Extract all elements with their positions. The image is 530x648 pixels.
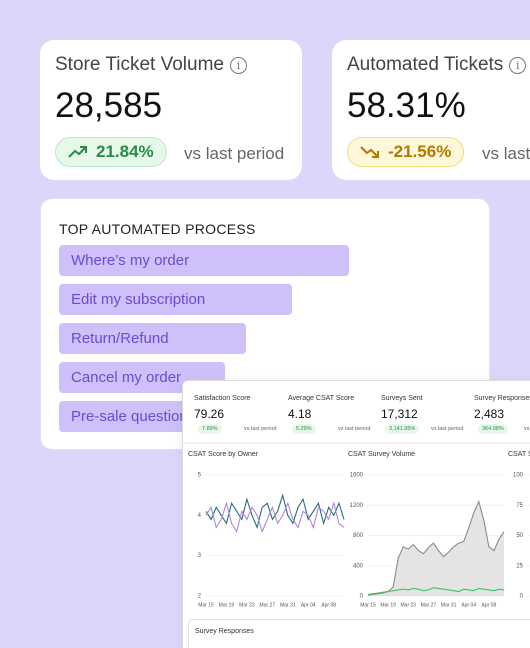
metric-value: 2,483 bbox=[474, 407, 505, 421]
x-tick-label: Apr 08 bbox=[321, 602, 336, 608]
card-title-row: Store Ticket Volume i bbox=[55, 54, 247, 76]
comparison: vs last period bbox=[184, 144, 285, 163]
x-tick-label: Apr 04 bbox=[461, 602, 476, 608]
metric-change: 7.89% bbox=[198, 424, 222, 434]
metric-change: 5.29% bbox=[292, 424, 316, 434]
x-tick-label: Mar 27 bbox=[260, 602, 276, 608]
metric-change: 3,141.95% bbox=[385, 424, 420, 434]
metric-change: 364.98% bbox=[478, 424, 508, 434]
y-tick-label: 400 bbox=[353, 563, 364, 569]
x-tick-label: Apr 08 bbox=[482, 602, 497, 608]
trend-down-icon bbox=[360, 146, 379, 158]
metric-value: 79.26 bbox=[194, 407, 225, 421]
y-tick-label: 3 bbox=[198, 553, 202, 559]
card-title: Store Ticket Volume bbox=[55, 54, 224, 75]
y-tick-label: 75 bbox=[516, 503, 523, 509]
x-tick-label: Mar 27 bbox=[421, 602, 437, 608]
card-value: 28,585 bbox=[55, 86, 163, 125]
area bbox=[368, 501, 504, 596]
chart-title: CSAT Score bbox=[508, 451, 530, 458]
metric-label: Average CSAT Score bbox=[288, 395, 355, 402]
change-value: 21.84% bbox=[96, 142, 154, 161]
card-title: Automated Tickets bbox=[347, 54, 504, 75]
metric-label: Surveys Sent bbox=[381, 395, 423, 402]
metric-value: 4.18 bbox=[288, 407, 312, 421]
info-icon[interactable]: i bbox=[229, 56, 247, 74]
y-tick-label: 2 bbox=[198, 594, 202, 600]
metric-card: Store Ticket Volume i 28,585 21.84% vs la… bbox=[40, 40, 302, 180]
x-tick-label: Mar 31 bbox=[280, 602, 296, 608]
y-tick-label: 25 bbox=[516, 563, 523, 569]
y-tick-label: 50 bbox=[516, 533, 523, 539]
y-tick-label: 100 bbox=[513, 473, 524, 479]
comparison: vs last period bbox=[482, 144, 530, 163]
y-tick-label: 0 bbox=[360, 594, 364, 600]
metric-label: Survey Responses bbox=[474, 395, 530, 402]
series-line bbox=[367, 587, 505, 596]
process-item[interactable]: Where’s my order bbox=[59, 245, 349, 276]
x-tick-label: Mar 15 bbox=[360, 602, 376, 608]
change-badge: -21.56% bbox=[347, 137, 465, 167]
section-title: Survey Responses bbox=[195, 628, 254, 635]
metric-label: Satisfaction Score bbox=[194, 395, 251, 402]
chart-title: CSAT Score by Owner bbox=[188, 451, 259, 458]
x-tick-label: Mar 23 bbox=[239, 602, 255, 608]
change-value: -21.56% bbox=[388, 142, 452, 161]
process-title: TOP AUTOMATED PROCESS bbox=[59, 221, 256, 237]
charts: CSAT Score by Owner 2 3 4 5 Mar 15 Mar 19 Mar 2… bbox=[183, 442, 530, 608]
y-tick-label: 800 bbox=[353, 533, 364, 539]
process-item[interactable]: Edit my subscription bbox=[59, 284, 292, 315]
dashboard: Satisfaction Score 79.26 7.89% vs last peri… bbox=[182, 380, 530, 648]
trend-up-icon bbox=[68, 146, 87, 158]
x-tick-label: Mar 15 bbox=[198, 602, 214, 608]
y-tick-label: 0 bbox=[520, 594, 524, 600]
metric-comparison: vs last period bbox=[244, 426, 277, 432]
metric-card: Automated Tickets i 58.31% -21.56% vs las… bbox=[332, 40, 530, 180]
x-tick-label: Mar 23 bbox=[401, 602, 417, 608]
bottom-section: Survey Responses bbox=[188, 619, 530, 648]
x-tick-label: Mar 19 bbox=[219, 602, 235, 608]
series-line bbox=[205, 501, 345, 534]
series-line bbox=[367, 499, 505, 596]
y-tick-label: 4 bbox=[198, 513, 202, 519]
change-badge: 21.84% bbox=[55, 137, 167, 167]
metric-value: 17,312 bbox=[381, 407, 418, 421]
x-tick-label: Apr 04 bbox=[301, 602, 316, 608]
process-item[interactable]: Return/Refund bbox=[59, 323, 246, 354]
y-tick-label: 1200 bbox=[350, 503, 364, 509]
info-icon[interactable]: i bbox=[509, 56, 527, 74]
card-value: 58.31% bbox=[347, 86, 466, 125]
x-tick-label: Mar 31 bbox=[441, 602, 457, 608]
y-tick-label: 5 bbox=[198, 473, 202, 479]
metric-comparison: vs last period bbox=[524, 426, 530, 432]
x-tick-label: Mar 19 bbox=[380, 602, 396, 608]
card-title-row: Automated Tickets i bbox=[347, 54, 527, 76]
chart-title: CSAT Survey Volume bbox=[348, 451, 415, 458]
y-tick-label: 1600 bbox=[350, 473, 364, 479]
metric-comparison: vs last period bbox=[338, 426, 371, 432]
metric-comparison: vs last period bbox=[431, 426, 464, 432]
